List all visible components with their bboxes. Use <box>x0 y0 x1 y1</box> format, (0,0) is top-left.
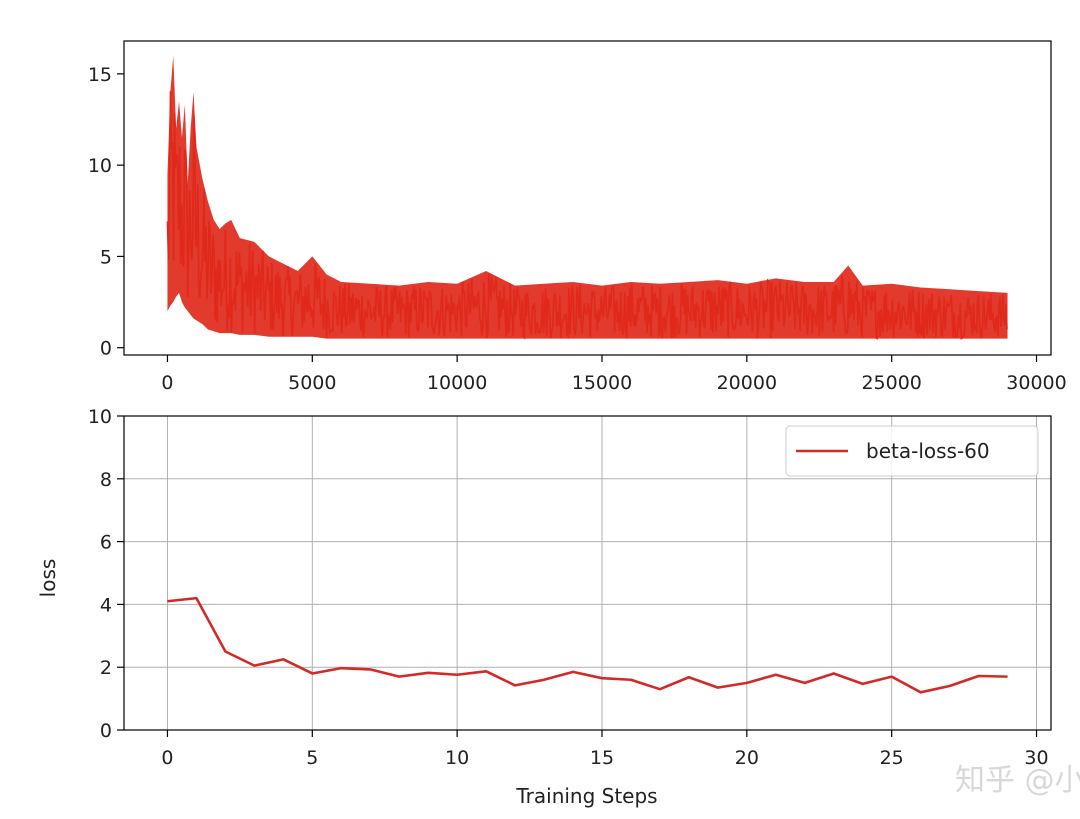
y-tick-label: 5 <box>100 246 112 268</box>
y-tick-label: 2 <box>100 657 112 679</box>
watermark: 知乎 @小 <box>955 763 1080 798</box>
x-tick-label: 20 <box>735 747 759 769</box>
x-tick-label: 30000 <box>1006 372 1066 394</box>
x-tick-label: 10000 <box>427 372 487 394</box>
y-tick-label: 10 <box>88 406 112 428</box>
y-tick-label: 0 <box>100 720 112 742</box>
x-tick-label: 0 <box>161 747 173 769</box>
bottom-x-ticks: 0 5 10 15 20 25 30 <box>161 730 1049 769</box>
x-tick-label: 5000 <box>288 372 336 394</box>
x-tick-label: 15 <box>590 747 614 769</box>
y-tick-label: 4 <box>100 594 112 616</box>
top-subplot: 0 5 10 15 0 5000 10000 15000 20000 25000 30000 <box>88 40 1067 394</box>
bottom-plot-frame <box>123 415 1052 731</box>
y-tick-label: 10 <box>88 155 112 177</box>
x-tick-label: 30 <box>1024 747 1048 769</box>
top-loss-noise <box>166 91 1008 340</box>
legend: beta-loss-60 <box>785 425 1039 477</box>
top-x-ticks: 0 5000 10000 15000 20000 25000 30000 <box>161 355 1067 394</box>
x-tick-label: 15000 <box>572 372 632 394</box>
y-tick-label: 0 <box>100 338 112 360</box>
series-line-beta-loss-60 <box>167 596 1008 694</box>
y-axis-label: loss <box>36 559 60 598</box>
legend-box <box>785 425 1039 477</box>
x-tick-label: 20000 <box>717 372 777 394</box>
y-tick-label: 15 <box>88 64 112 86</box>
x-tick-label: 0 <box>161 372 173 394</box>
legend-label: beta-loss-60 <box>866 439 990 463</box>
top-y-ticks: 0 5 10 15 <box>88 64 124 360</box>
x-axis-label: Training Steps <box>515 784 657 808</box>
y-tick-label: 6 <box>100 532 112 554</box>
y-tick-label: 8 <box>100 469 112 491</box>
x-tick-label: 5 <box>306 747 318 769</box>
x-tick-label: 25000 <box>861 372 921 394</box>
x-tick-label: 10 <box>445 747 469 769</box>
x-tick-label: 25 <box>880 747 904 769</box>
top-loss-line <box>166 91 1008 340</box>
bottom-subplot: 0 2 4 6 8 10 0 5 10 15 20 25 30 beta-loss-60 Traini… <box>36 406 1052 808</box>
bottom-y-ticks: 0 2 4 6 8 10 <box>88 406 124 742</box>
